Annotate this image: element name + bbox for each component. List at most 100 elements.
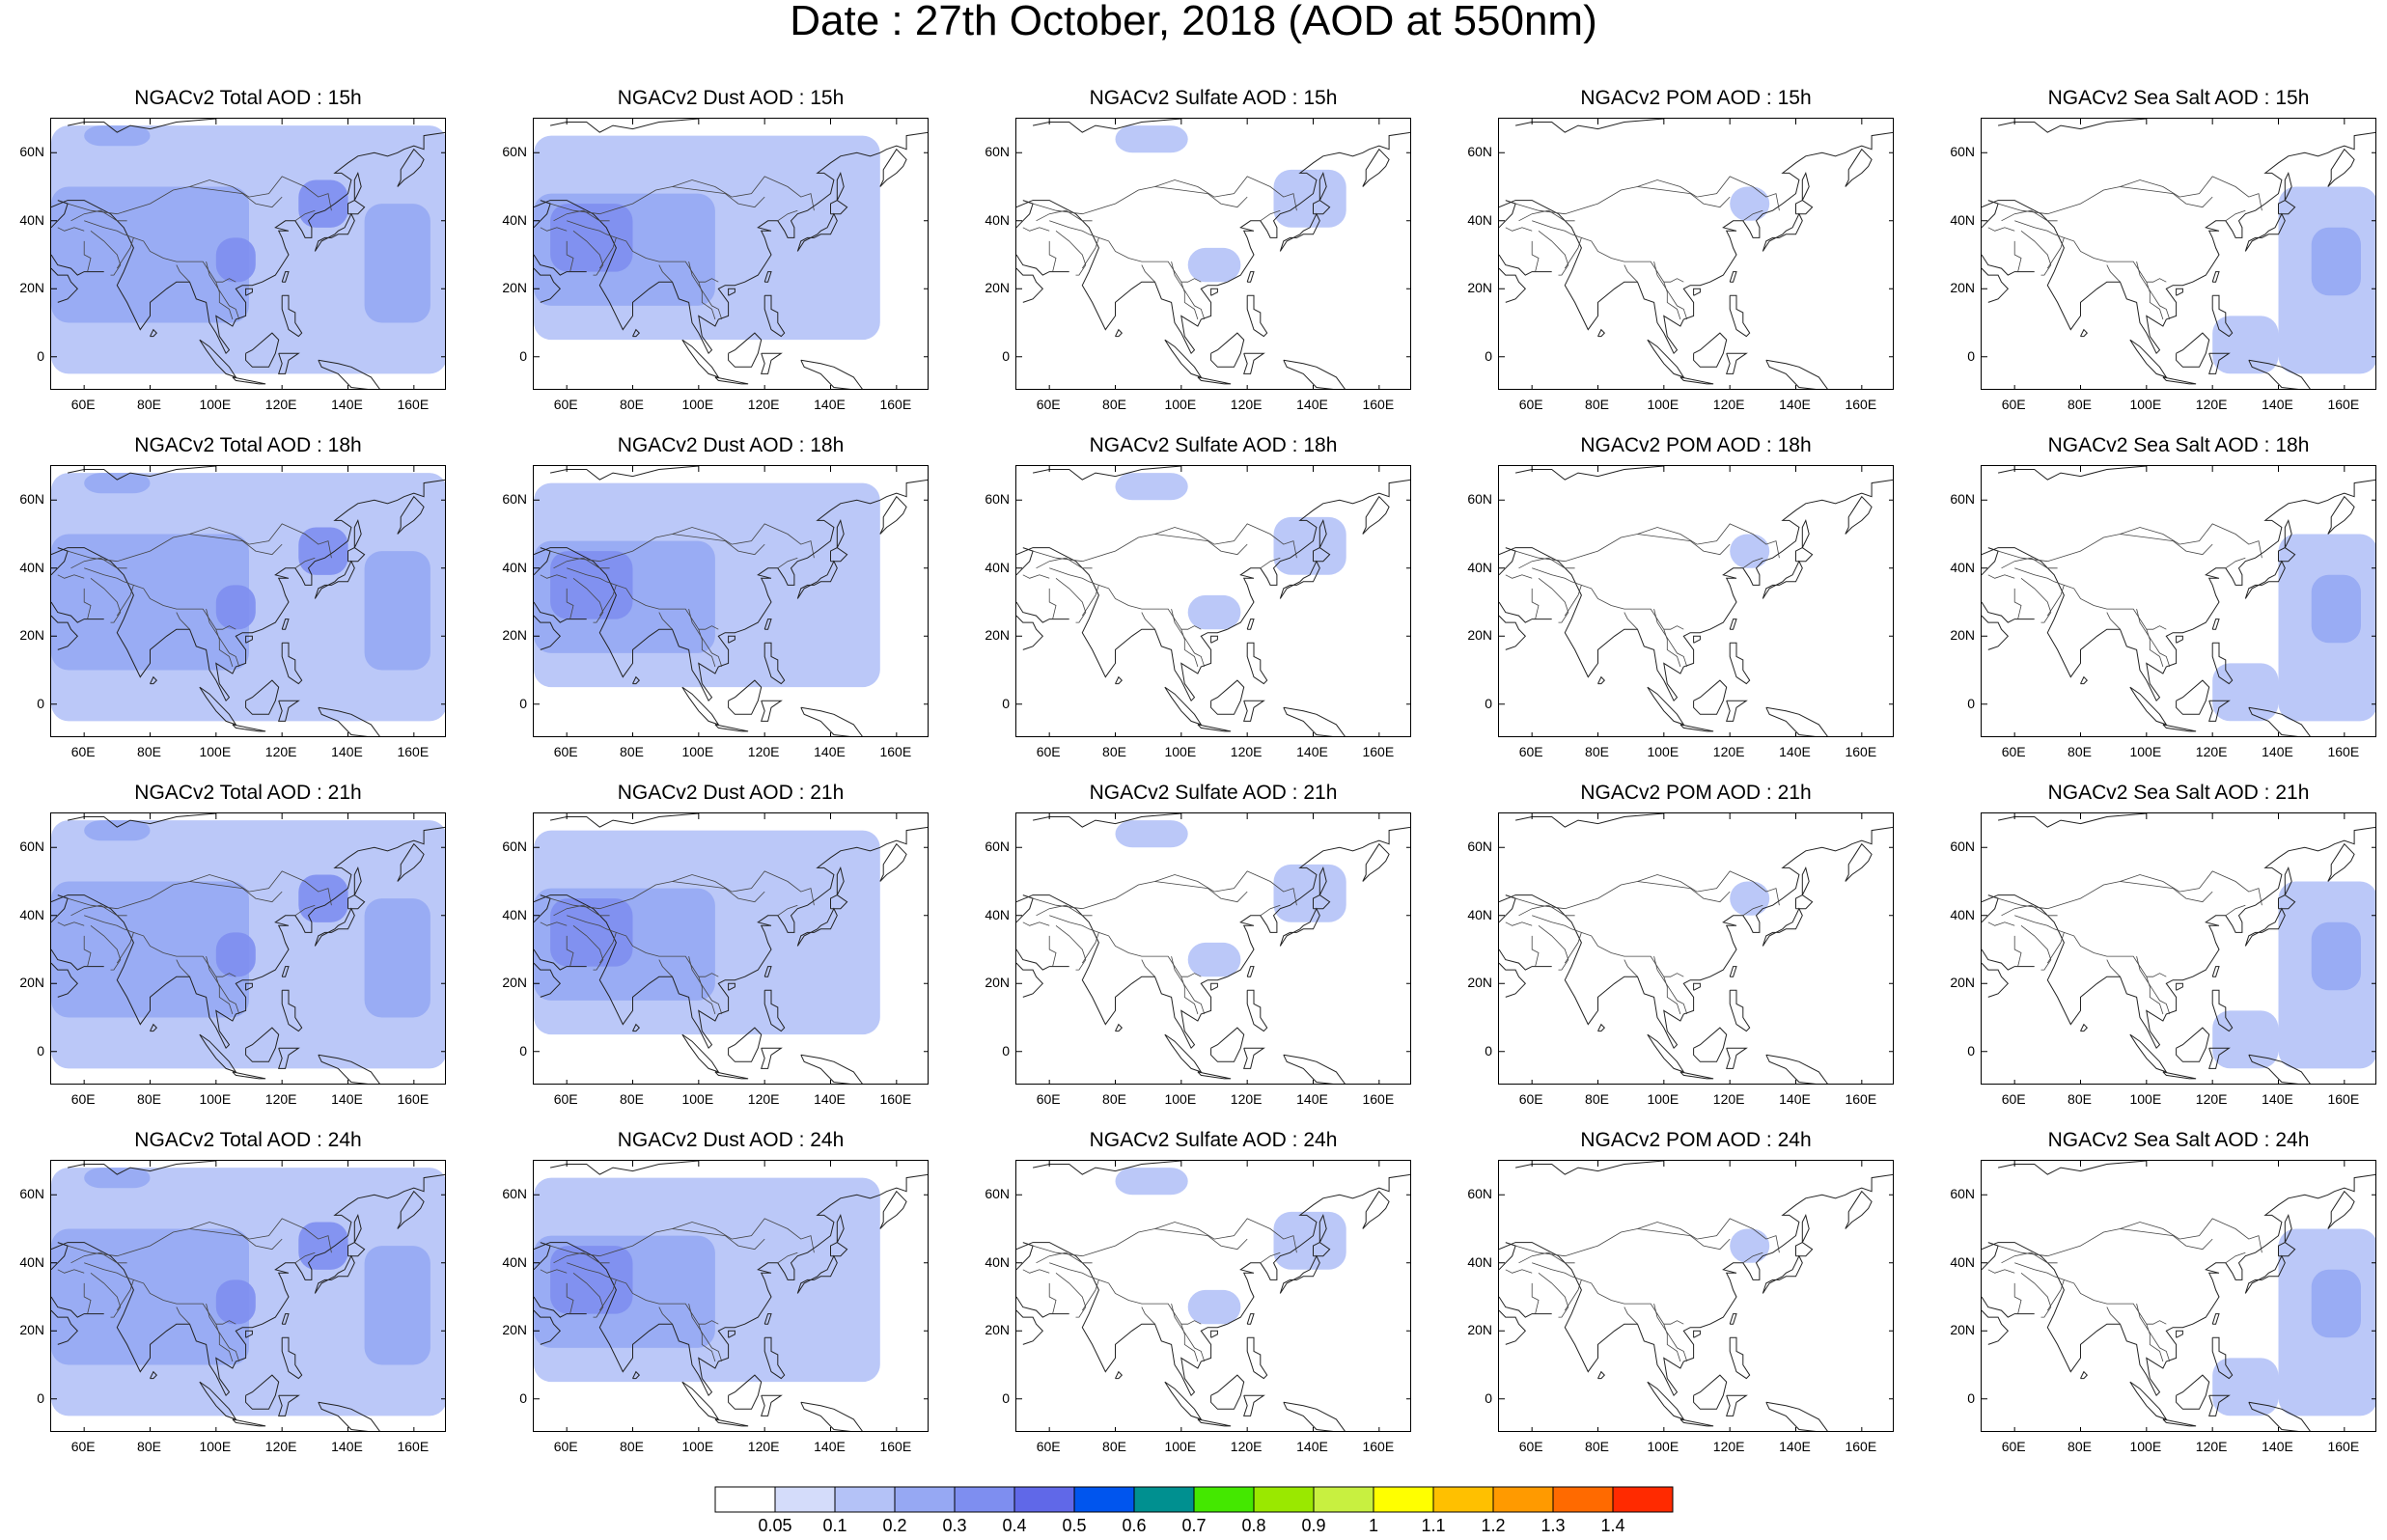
lat-tick-label: 60N (1950, 144, 1975, 160)
country-border (57, 921, 85, 926)
aod-shading-region (1730, 1228, 1770, 1263)
country-border (1514, 523, 1780, 563)
coastline (534, 547, 551, 576)
coastline (1499, 254, 1552, 276)
country-border (215, 1324, 234, 1362)
lon-tick-label: 140E (1296, 397, 1328, 412)
map-panel-pom-21h: NGACv2 POM AOD : 21h 60N 40N 20N 0 60E 80E 100E… (1467, 782, 1894, 1106)
map-plot-area (1498, 1160, 1894, 1432)
lat-tick-label: 0 (1485, 695, 1492, 711)
coastline (353, 171, 362, 201)
coastline (879, 1190, 907, 1229)
lon-tick-label: 140E (814, 397, 846, 412)
coastline (1982, 200, 1999, 229)
country-border (2020, 577, 2052, 623)
country-border (567, 1262, 719, 1325)
coastline (2208, 1394, 2231, 1416)
country-border (1141, 612, 1155, 630)
map-plot-area (1015, 465, 1411, 737)
aod-shading-region (84, 473, 151, 494)
lat-tick-label: 20N (985, 975, 1010, 991)
coastline (2176, 982, 2183, 991)
country-border (2014, 220, 2167, 283)
lon-tick-label: 160E (1362, 1439, 1395, 1454)
coastline (2176, 1374, 2210, 1410)
lat-tick-label: 40N (19, 559, 44, 575)
coastline (728, 332, 763, 368)
coastline (1679, 376, 1714, 385)
coastline (353, 1213, 362, 1243)
coastline (534, 479, 928, 702)
country-border (215, 976, 234, 1015)
colorbar-swatch (774, 1486, 836, 1513)
map-plot-area (1498, 118, 1894, 390)
lon-tick-label: 160E (1362, 744, 1395, 759)
coastline (1693, 332, 1728, 368)
country-border (1514, 176, 1780, 215)
coastline (1016, 894, 1034, 923)
country-border (84, 567, 236, 630)
coastline (1499, 200, 1516, 229)
coastline (836, 518, 845, 548)
coastline (1597, 1370, 1605, 1380)
aod-shading-region (1730, 534, 1770, 568)
country-border (2020, 924, 2052, 971)
coastline (1795, 894, 1814, 910)
lon-tick-label: 60E (1036, 744, 1061, 759)
country-border (566, 1282, 574, 1314)
country-border (67, 176, 332, 215)
coastline (2211, 642, 2234, 685)
lat-tick-label: 0 (37, 1042, 44, 1059)
country-border (1180, 282, 1199, 320)
coastline (714, 1418, 749, 1427)
aod-shading-region (550, 898, 633, 967)
colorbar-swatch (894, 1486, 956, 1513)
coastline (1499, 1296, 1552, 1318)
country-border (1742, 557, 1763, 569)
coastline (281, 271, 290, 283)
coastline (1762, 560, 1803, 599)
lon-tick-label: 100E (1164, 744, 1197, 759)
coastline (1243, 1047, 1265, 1069)
lon-tick-label: 160E (1362, 397, 1395, 412)
coastline (232, 1418, 266, 1427)
lat-tick-label: 0 (519, 1042, 527, 1059)
country-border (572, 577, 604, 623)
country-border (1260, 1251, 1281, 1264)
country-border (1637, 881, 1731, 903)
lon-tick-label: 60E (2001, 1091, 2026, 1107)
lat-tick-label: 40N (502, 906, 527, 922)
coastline (1197, 1418, 1232, 1427)
coastline (245, 1374, 280, 1410)
country-border (176, 1306, 190, 1325)
panel-title: NGACv2 Sea Salt AOD : 21h (2047, 782, 2310, 804)
country-border (1022, 921, 1050, 926)
country-border (2120, 881, 2213, 903)
lon-tick-label: 100E (1647, 744, 1679, 759)
coastline (800, 1401, 863, 1431)
country-border (176, 264, 190, 283)
country-border (1036, 557, 1093, 569)
country-border (566, 588, 574, 619)
lon-tick-label: 140E (814, 1439, 846, 1454)
aod-shading-region (2212, 663, 2279, 722)
map-plot-area (1015, 812, 1411, 1085)
country-border (294, 557, 316, 569)
coastline (2211, 619, 2220, 630)
country-border (540, 574, 568, 579)
coastline (728, 1330, 736, 1338)
lat-tick-label: 20N (985, 1322, 1010, 1338)
coastline (1318, 866, 1327, 895)
country-border (688, 1304, 723, 1362)
country-border (1154, 534, 1248, 556)
country-border (2020, 230, 2052, 276)
lat-tick-label: 0 (1002, 1389, 1010, 1406)
lon-tick-label: 100E (681, 1439, 714, 1454)
coastline (763, 619, 772, 630)
coastline (2162, 1418, 2197, 1427)
country-border (2106, 1306, 2121, 1325)
coastline (281, 642, 303, 685)
country-border (116, 932, 134, 964)
lon-tick-label: 140E (814, 744, 846, 759)
coastline (1514, 813, 1664, 828)
